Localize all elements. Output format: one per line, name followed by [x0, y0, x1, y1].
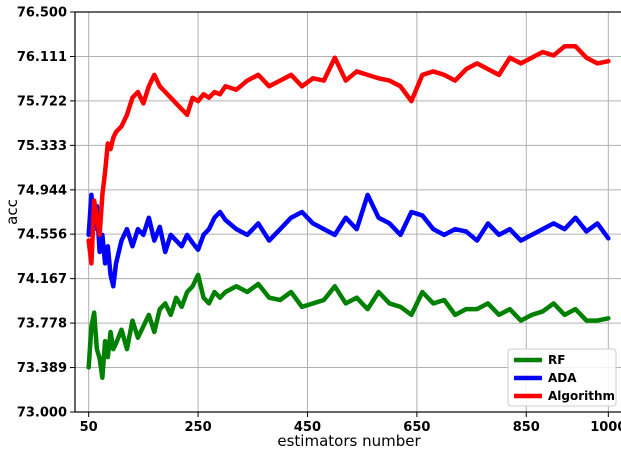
y-tick-label: 75.722 [17, 94, 67, 109]
plot-frame [74, 11, 621, 413]
y-tick-label: 73.389 [17, 361, 67, 376]
y-tick-label: 74.944 [17, 183, 67, 198]
legend: RF ADA Algorithm [507, 348, 617, 407]
y-tick-label: 73.000 [17, 406, 67, 421]
series-line-algorithm [86, 44, 611, 266]
series-line-rf [86, 272, 611, 380]
x-tick-label: 1000 [590, 420, 621, 435]
x-tick-label: 450 [294, 420, 321, 435]
legend-label-ada: ADA [548, 371, 577, 385]
x-tick-label: 850 [513, 420, 540, 435]
y-tick-label: 74.167 [17, 272, 67, 287]
series-lines [86, 44, 611, 380]
x-tick-label: 650 [403, 420, 430, 435]
legend-box [507, 348, 617, 407]
legend-entries: RF ADA Algorithm [514, 353, 615, 403]
y-tick-label: 73.778 [17, 317, 67, 332]
legend-label-rf: RF [548, 353, 565, 367]
x-tick-label: 50 [80, 420, 98, 435]
legend-label-algorithm: Algorithm [548, 389, 615, 403]
y-tick-label: 75.333 [17, 139, 67, 154]
series-line-ada [86, 192, 611, 289]
axis-ticks: 50 250 450 650 850 1000 73.000 73.389 73.778 74.1… [17, 6, 621, 436]
y-axis-title: acc [3, 199, 21, 225]
y-tick-label: 76.111 [17, 50, 67, 65]
y-tick-label: 76.500 [17, 6, 67, 21]
grid [75, 11, 621, 413]
x-tick-label: 250 [185, 420, 212, 435]
x-axis-title: estimators number [277, 432, 421, 449]
y-tick-label: 74.556 [17, 228, 67, 243]
